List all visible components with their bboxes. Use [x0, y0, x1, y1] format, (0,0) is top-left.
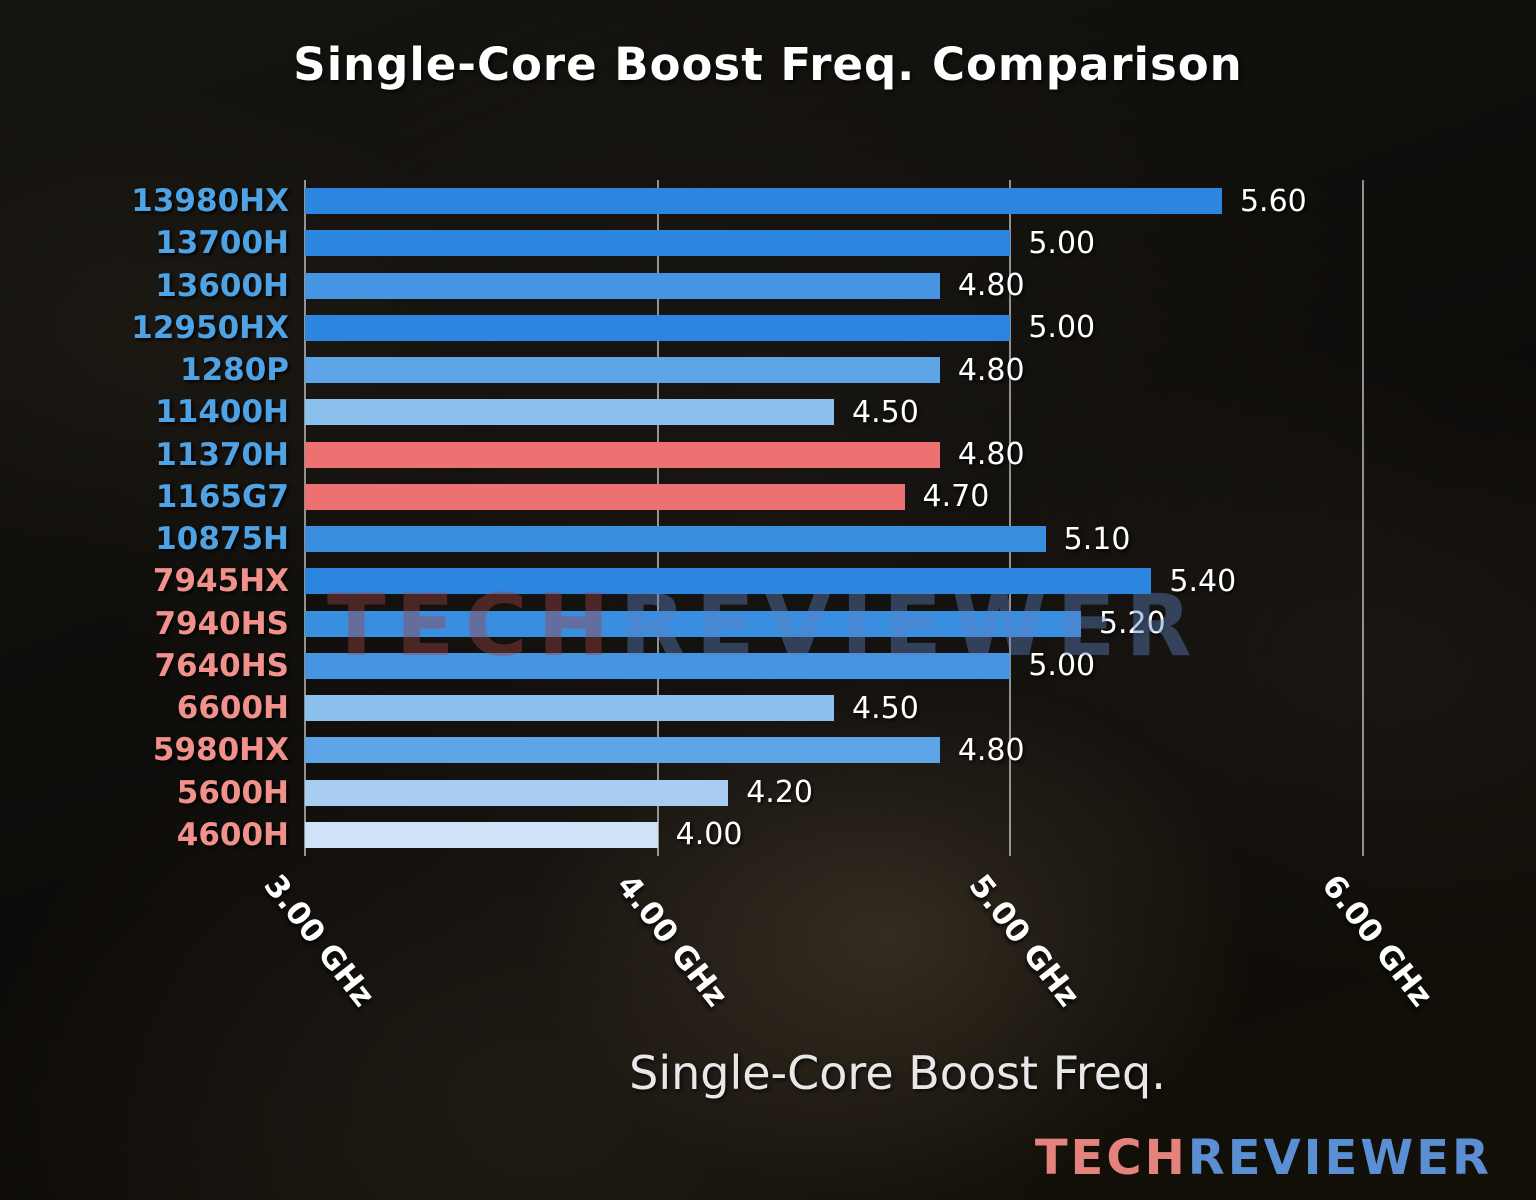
- bar-row: 5.40: [305, 560, 1490, 602]
- category-label: 1165G7: [155, 478, 289, 515]
- bar-row: 5.60: [305, 180, 1490, 222]
- chart-title: Single-Core Boost Freq. Comparison: [293, 38, 1243, 91]
- bar: [305, 568, 1152, 595]
- bar-row: 4.70: [305, 476, 1490, 518]
- category-label: 6600H: [176, 690, 289, 727]
- bar-value-label: 4.50: [852, 690, 919, 726]
- category-label: 12950HX: [131, 309, 289, 346]
- category-axis: 13980HX 13700H 13600H 12950HX 1280P 11400H 113…: [0, 180, 305, 856]
- bar: [305, 695, 835, 722]
- bar-value-label: 5.60: [1239, 183, 1307, 219]
- bar-value-label: 4.80: [957, 732, 1025, 768]
- gridline: [1362, 180, 1365, 856]
- bar: [305, 399, 835, 426]
- x-axis-ticks: 3.00 GHz 4.00 GHz 5.00 GHz 6.00 GHz: [257, 858, 1490, 1058]
- bar: [305, 314, 1011, 341]
- category-label: 11400H: [155, 394, 289, 431]
- bar-row: 4.00: [305, 814, 1490, 856]
- x-tick-label: 6.00 GHz: [1314, 868, 1440, 1014]
- category-label: 13980HX: [131, 183, 289, 220]
- watermark-reviewer: REVIEWER: [619, 576, 1202, 676]
- bar-row: 5.10: [305, 518, 1490, 560]
- bar-row: 4.50: [305, 391, 1490, 433]
- bar: [305, 441, 940, 468]
- brand-logo-reviewer: REVIEWER: [1187, 1130, 1492, 1186]
- gridline: [656, 180, 659, 856]
- bar: [305, 610, 1081, 637]
- category-label: 10875H: [155, 521, 289, 558]
- bar: [305, 230, 1011, 257]
- bar-row: 4.80: [305, 434, 1490, 476]
- bar-chart: 13980HX 13700H 13600H 12950HX 1280P 11400H 113…: [0, 180, 1490, 856]
- category-label: 7940HS: [154, 605, 289, 642]
- bar-row: 4.20: [305, 772, 1490, 814]
- bar-row: 4.80: [305, 729, 1490, 771]
- bar-value-label: 4.80: [957, 268, 1025, 304]
- bar-value-label: 4.20: [746, 775, 813, 811]
- bar-value-label: 4.00: [675, 817, 743, 853]
- brand-logo: TECHREVIEWER: [1035, 1130, 1492, 1186]
- bar-row: 5.00: [305, 307, 1490, 349]
- category-label: 13600H: [155, 267, 289, 304]
- bar-value-label: 4.50: [852, 394, 919, 430]
- bar-value-label: 4.80: [957, 352, 1025, 388]
- bar: [305, 821, 658, 848]
- category-label: 11370H: [155, 436, 289, 473]
- bar-row: 4.50: [305, 687, 1490, 729]
- watermark: TECHREVIEWER: [327, 576, 1202, 676]
- gridline: [1009, 180, 1012, 856]
- bar-rows: 5.60 5.00 4.80 5.00 4.80 4.50 4.80 4.70 5.10 5.40…: [305, 180, 1490, 856]
- bar-row: 5.00: [305, 222, 1490, 264]
- bar: [305, 737, 940, 764]
- bar: [305, 188, 1222, 215]
- category-label: 7640HS: [154, 647, 289, 684]
- bar: [305, 483, 905, 510]
- x-tick-label: 4.00 GHz: [609, 868, 735, 1014]
- bar-value-label: 5.40: [1169, 563, 1237, 599]
- brand-logo-tech: TECH: [1034, 1130, 1188, 1186]
- watermark-tech: TECH: [327, 576, 620, 676]
- category-label: 1280P: [180, 352, 289, 389]
- bar-row: 5.00: [305, 645, 1490, 687]
- category-label: 13700H: [155, 225, 289, 262]
- category-label: 5600H: [176, 774, 289, 811]
- bar-value-label: 5.20: [1098, 606, 1166, 642]
- bar-row: 4.80: [305, 265, 1490, 307]
- category-label: 5980HX: [152, 732, 289, 769]
- gridlines: [304, 180, 1490, 856]
- category-label: 7945HX: [152, 563, 289, 600]
- bar-value-label: 5.00: [1028, 225, 1096, 261]
- bar-value-label: 5.10: [1063, 521, 1131, 557]
- bar-value-label: 5.00: [1028, 310, 1096, 346]
- x-tick-label: 5.00 GHz: [961, 868, 1087, 1014]
- bar-row: 5.20: [305, 603, 1490, 645]
- bar: [305, 272, 940, 299]
- bar-value-label: 4.70: [922, 479, 990, 515]
- bar: [305, 357, 940, 384]
- bar-value-label: 4.80: [957, 437, 1025, 473]
- plot-area: 5.60 5.00 4.80 5.00 4.80 4.50 4.80 4.70 5.10 5.40…: [304, 180, 1490, 856]
- gridline: [304, 180, 306, 856]
- x-axis-title: Single-Core Boost Freq.: [629, 1046, 1166, 1100]
- bar: [305, 779, 729, 806]
- bar: [305, 652, 1011, 679]
- bar-value-label: 5.00: [1028, 648, 1096, 684]
- bar: [305, 526, 1046, 553]
- category-label: 4600H: [176, 816, 289, 853]
- bar-row: 4.80: [305, 349, 1490, 391]
